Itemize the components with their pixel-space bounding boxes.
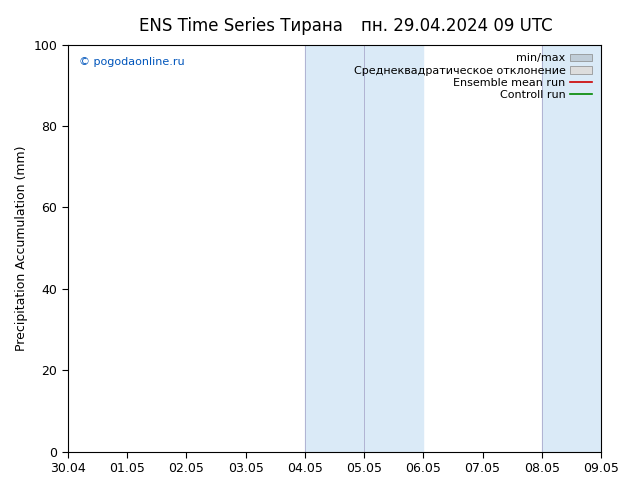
Text: © pogodaonline.ru: © pogodaonline.ru: [79, 57, 184, 67]
Text: пн. 29.04.2024 09 UTC: пн. 29.04.2024 09 UTC: [361, 17, 552, 35]
Y-axis label: Precipitation Accumulation (mm): Precipitation Accumulation (mm): [15, 146, 28, 351]
Bar: [542, 45, 601, 452]
Legend: min/max, Среднеквадратическое отклонение, Ensemble mean run, Controll run: min/max, Среднеквадратическое отклонение…: [351, 50, 595, 103]
Text: ENS Time Series Тирана: ENS Time Series Тирана: [139, 17, 343, 35]
Bar: [305, 45, 424, 452]
